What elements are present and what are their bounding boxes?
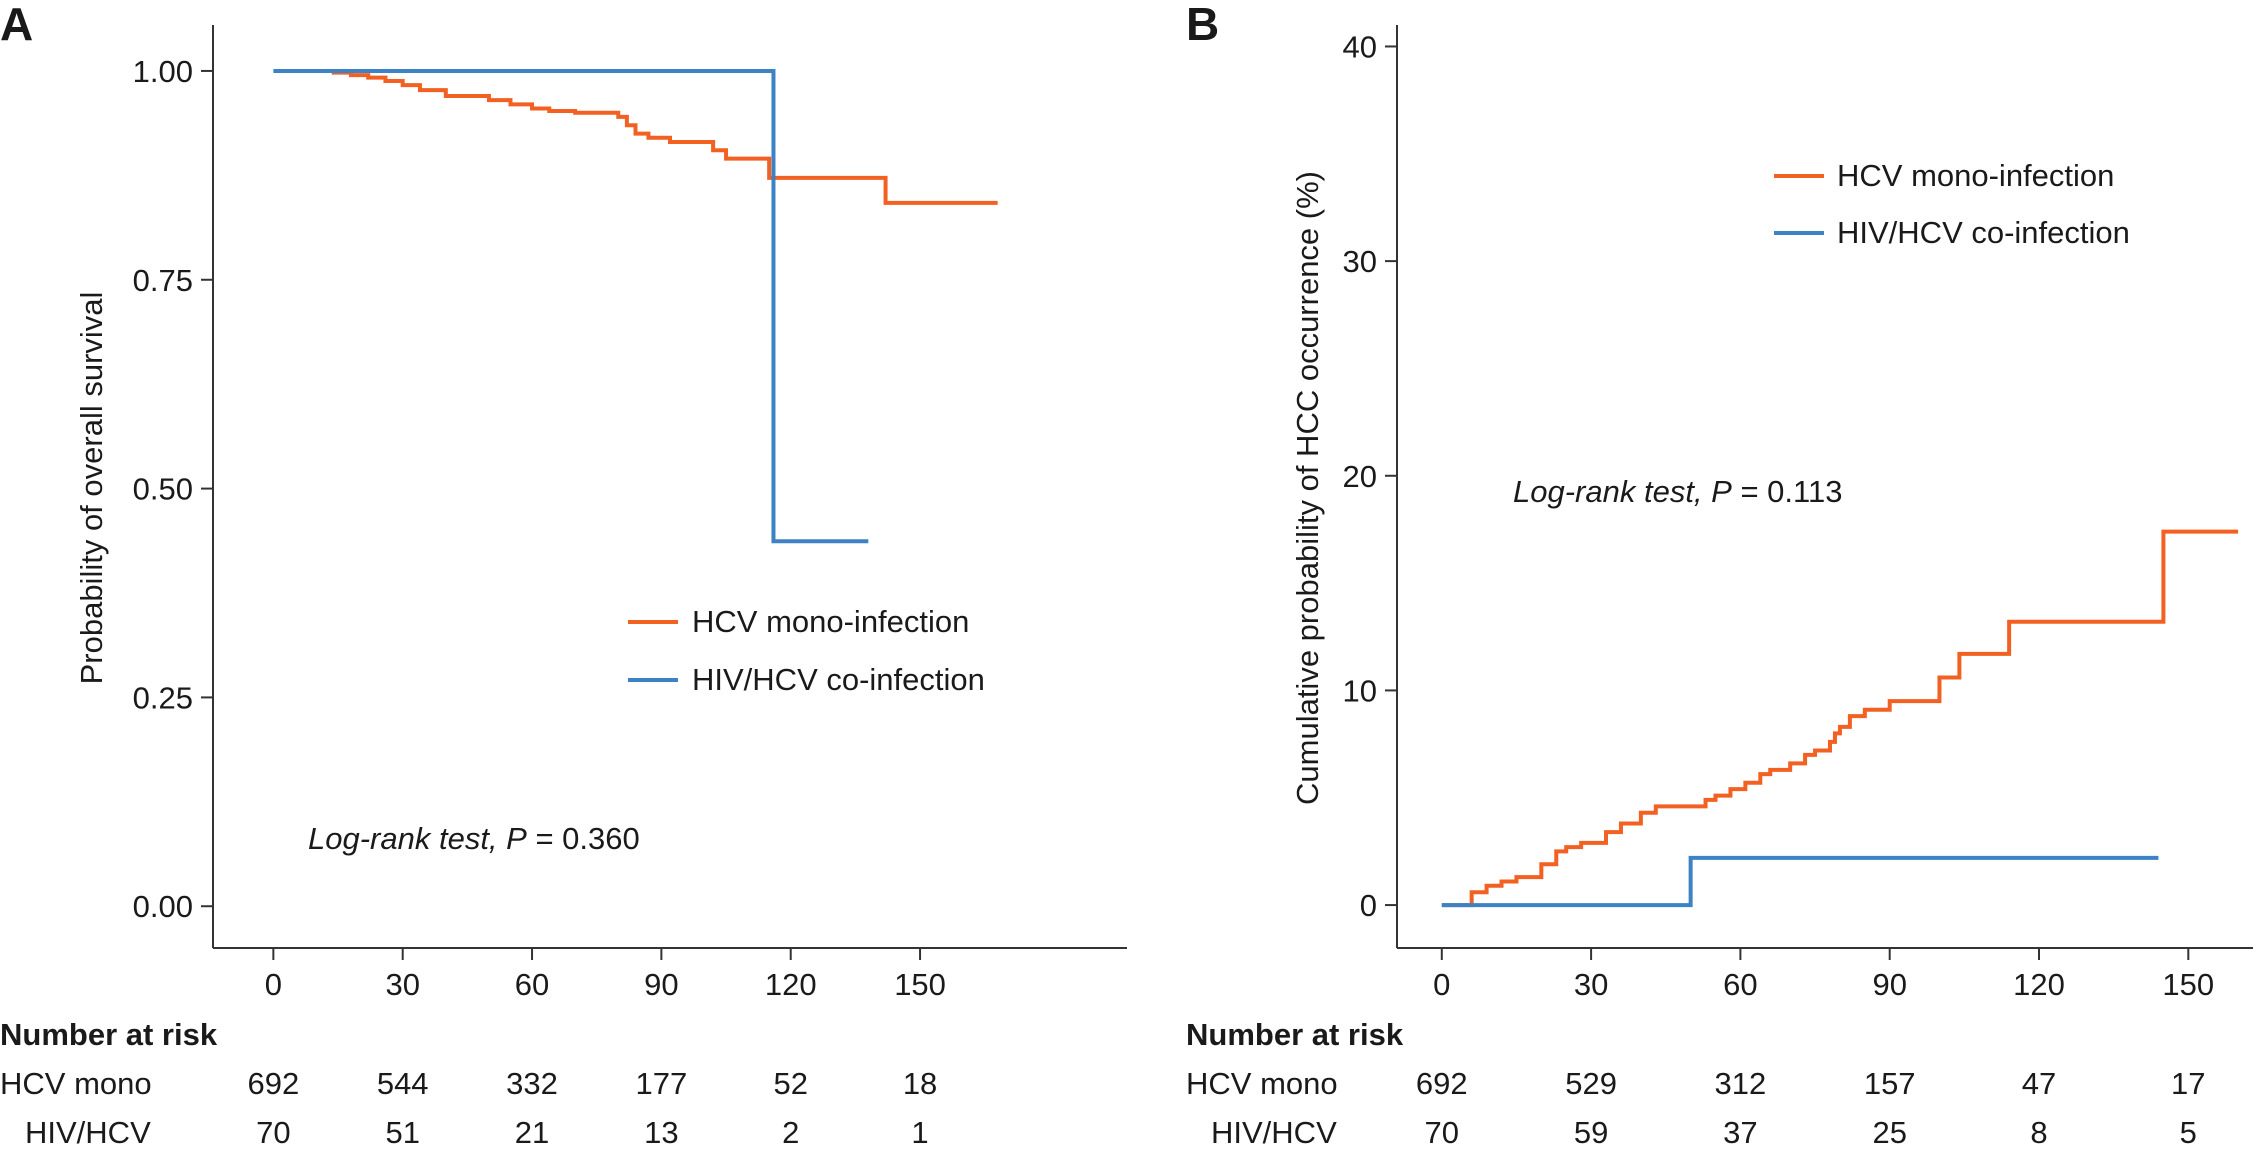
panel-a-x-ticks: 0 30 60 90 120 150 bbox=[265, 948, 946, 1002]
panel-b-y-tick-label: 20 bbox=[1343, 459, 1377, 494]
panel-a-risk-value-hcv-mono: 692 bbox=[247, 1066, 299, 1101]
panel-a-x-tick-label: 150 bbox=[894, 967, 946, 1002]
panel-b-legend-label-hiv-hcv: HIV/HCV co-infection bbox=[1837, 215, 2130, 250]
panel-b-risk-value-hiv-hcv: 70 bbox=[1425, 1115, 1459, 1150]
panel-b-x-tick-label: 30 bbox=[1574, 967, 1608, 1002]
panel-b-risk-row-label-hcv-mono: HCV mono bbox=[1186, 1066, 1338, 1101]
panel-b-label: B bbox=[1186, 0, 1219, 50]
panel-a-risk-value-hcv-mono: 18 bbox=[903, 1066, 937, 1101]
panel-a-x-tick-label: 90 bbox=[644, 967, 678, 1002]
panel-b-risk-value-hiv-hcv: 5 bbox=[2180, 1115, 2197, 1150]
panel-b-risk-values: 692 529 312 157 47 17 70 59 37 25 8 5 bbox=[1416, 1066, 2206, 1150]
panel-b-y-tick-label: 10 bbox=[1343, 673, 1377, 708]
panel-b-risk-value-hcv-mono: 17 bbox=[2171, 1066, 2205, 1101]
panel-b-x-tick-label: 60 bbox=[1723, 967, 1757, 1002]
panel-b-risk-table-title: Number at risk bbox=[1186, 1017, 1404, 1052]
panel-a-logrank-annotation: Log-rank test, P = 0.360 bbox=[308, 821, 640, 856]
panel-a-series-line-hiv-hcv bbox=[273, 68, 869, 544]
panel-a-risk-value-hiv-hcv: 21 bbox=[515, 1115, 549, 1150]
panel-b-x-tick-label: 90 bbox=[1872, 967, 1906, 1002]
panel-b-y-ticks: 0 10 20 30 40 bbox=[1343, 29, 1397, 923]
panel-a-y-axis-title: Probability of overall survival bbox=[74, 292, 109, 685]
panel-a-y-tick-label: 0.50 bbox=[133, 472, 193, 507]
panel-a-risk-value-hcv-mono: 52 bbox=[773, 1066, 807, 1101]
panel-a-x-tick-label: 60 bbox=[515, 967, 549, 1002]
panel-a-risk-value-hiv-hcv: 2 bbox=[782, 1115, 799, 1150]
panel-b-risk-value-hcv-mono: 157 bbox=[1864, 1066, 1916, 1101]
panel-a-label: A bbox=[0, 0, 33, 50]
panel-a-risk-row-label-hiv-hcv: HIV/HCV bbox=[25, 1115, 151, 1150]
panel-a-y-ticks: 0.00 0.25 0.50 0.75 1.00 bbox=[133, 54, 213, 924]
panel-a-legend: HCV mono-infection HIV/HCV co-infection bbox=[628, 604, 985, 697]
panel-b-y-axis-title: Cumulative probability of HCC occurrence… bbox=[1290, 171, 1325, 805]
panel-b-risk-value-hcv-mono: 312 bbox=[1715, 1066, 1767, 1101]
panel-a-legend-label-hcv-mono: HCV mono-infection bbox=[692, 604, 969, 639]
panel-b-x-tick-label: 0 bbox=[1433, 967, 1450, 1002]
panel-a-risk-value-hcv-mono: 332 bbox=[506, 1066, 558, 1101]
panel-a-risk-table: Number at risk HCV mono HIV/HCV 692 544 33… bbox=[0, 1017, 937, 1150]
panel-a-risk-value-hiv-hcv: 1 bbox=[911, 1115, 928, 1150]
panel-a-x-tick-label: 0 bbox=[265, 967, 282, 1002]
panel-b-x-tick-label: 120 bbox=[2013, 967, 2065, 1002]
panel-b-risk-table: Number at risk HCV mono HIV/HCV 692 529 31… bbox=[1186, 1017, 2206, 1150]
panel-a-logrank-italic: Log-rank test, P bbox=[308, 821, 527, 856]
panel-b-logrank-value: = 0.113 bbox=[1732, 474, 1843, 509]
panel-b-series bbox=[1441, 529, 2239, 908]
panel-b: B Cumulative probability of HCC occurren… bbox=[1186, 0, 2253, 1150]
panel-a-risk-value-hcv-mono: 544 bbox=[377, 1066, 429, 1101]
panel-b-legend-label-hcv-mono: HCV mono-infection bbox=[1837, 158, 2114, 193]
panel-a-series-line-hcv-mono bbox=[303, 68, 998, 205]
panel-a-risk-value-hiv-hcv: 13 bbox=[644, 1115, 678, 1150]
panel-a-y-tick-label: 0.75 bbox=[133, 263, 193, 298]
panel-b-logrank-italic: Log-rank test, P bbox=[1513, 474, 1732, 509]
panel-a-x-tick-label: 30 bbox=[385, 967, 419, 1002]
panel-b-risk-value-hcv-mono: 47 bbox=[2022, 1066, 2056, 1101]
panel-b-y-tick-label: 30 bbox=[1343, 244, 1377, 279]
panel-b-risk-value-hiv-hcv: 8 bbox=[2030, 1115, 2047, 1150]
panel-b-risk-row-label-hiv-hcv: HIV/HCV bbox=[1211, 1115, 1337, 1150]
panel-a-series bbox=[273, 68, 998, 544]
panel-b-risk-value-hiv-hcv: 59 bbox=[1574, 1115, 1608, 1150]
panel-a-x-tick-label: 120 bbox=[765, 967, 817, 1002]
panel-b-x-ticks: 0 30 60 90 120 150 bbox=[1433, 948, 2214, 1002]
panel-b-series-line-hcv-mono bbox=[1441, 529, 2239, 908]
panel-b-legend: HCV mono-infection HIV/HCV co-infection bbox=[1774, 158, 2130, 250]
panel-b-risk-value-hcv-mono: 529 bbox=[1565, 1066, 1617, 1101]
panel-a-legend-label-hiv-hcv: HIV/HCV co-infection bbox=[692, 662, 985, 697]
panel-a: A Probability of overall survival 0.000.… bbox=[0, 0, 1127, 1150]
panel-b-x-tick-label: 150 bbox=[2162, 967, 2214, 1002]
panel-b-risk-value-hcv-mono: 692 bbox=[1416, 1066, 1468, 1101]
panel-a-y-tick-label: 0.00 bbox=[133, 889, 193, 924]
panel-a-risk-value-hcv-mono: 177 bbox=[636, 1066, 688, 1101]
panel-a-risk-value-hiv-hcv: 70 bbox=[256, 1115, 290, 1150]
panel-a-logrank-value: = 0.360 bbox=[527, 821, 640, 856]
panel-b-y-tick-label: 40 bbox=[1343, 29, 1377, 64]
panel-b-logrank-annotation: Log-rank test, P = 0.113 bbox=[1513, 474, 1842, 509]
panel-a-y-tick-label: 0.25 bbox=[133, 680, 193, 715]
panel-b-risk-value-hiv-hcv: 37 bbox=[1723, 1115, 1757, 1150]
panel-b-risk-value-hiv-hcv: 25 bbox=[1872, 1115, 1906, 1150]
panel-b-y-tick-label: 0 bbox=[1360, 888, 1377, 923]
panel-a-risk-row-label-hcv-mono: HCV mono bbox=[0, 1066, 152, 1101]
panel-b-series-line-hiv-hcv bbox=[1441, 855, 2159, 908]
panel-a-y-tick-label: 1.00 bbox=[133, 54, 193, 89]
panel-a-risk-value-hiv-hcv: 51 bbox=[385, 1115, 419, 1150]
panel-a-risk-table-title: Number at risk bbox=[0, 1017, 218, 1052]
